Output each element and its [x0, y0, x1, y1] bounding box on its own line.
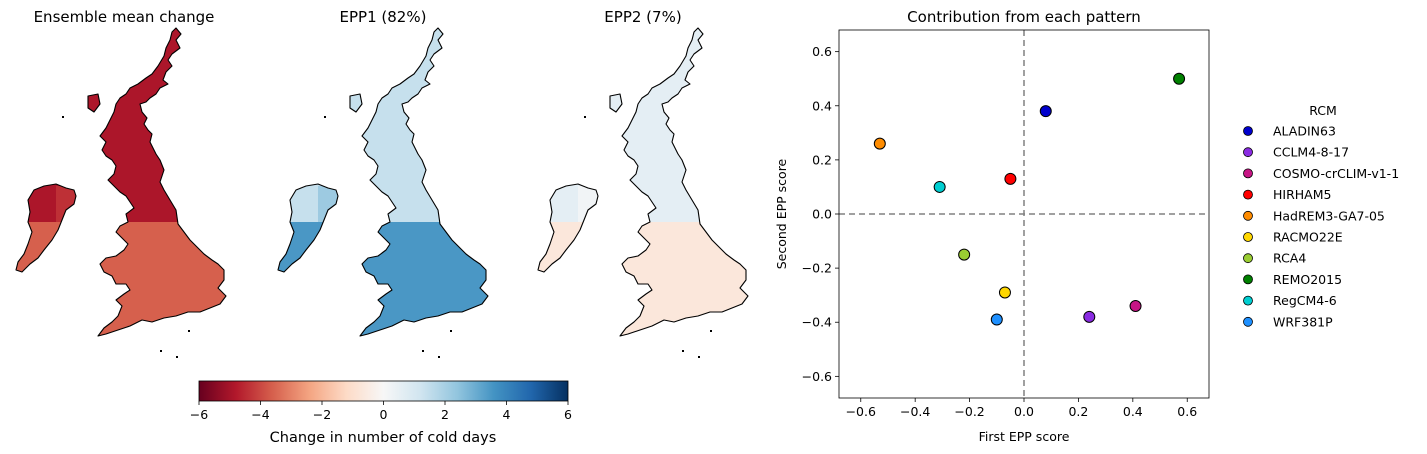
- y-tick-label: −0.2: [802, 261, 832, 276]
- scatter-point-aladin63: [1039, 105, 1052, 118]
- map-panel: [15, 27, 227, 358]
- x-tick-label: −0.2: [954, 404, 984, 419]
- legend-entry: RACMO22E: [1273, 230, 1343, 245]
- colorbar-tick-label: 0: [380, 407, 388, 422]
- legend-marker: [1243, 126, 1253, 136]
- legend-entry: COSMO-crCLIM-v1-1: [1273, 166, 1399, 181]
- legend-marker: [1243, 168, 1253, 179]
- x-tick-label: 0.6: [1177, 404, 1197, 419]
- legend-marker: [1243, 232, 1253, 242]
- island-mark: [324, 116, 326, 118]
- colorbar-tick-label: −2: [313, 407, 331, 422]
- x-axis-label: First EPP score: [979, 429, 1070, 444]
- y-tick-label: −0.4: [802, 315, 832, 330]
- island-mark: [160, 350, 162, 352]
- legend-marker: [1243, 253, 1253, 264]
- colorbar-label: Change in number of cold days: [270, 430, 497, 446]
- map-title: Ensemble mean change: [34, 8, 215, 26]
- scatter-point-hadrem3-ga7-05: [873, 137, 886, 150]
- scatter-point-cclm4-8-17: [1083, 310, 1096, 323]
- island-mark: [188, 330, 190, 332]
- legend-entry: HadREM3-GA7-05: [1273, 208, 1385, 223]
- legend-entry: WRF381P: [1273, 314, 1333, 329]
- zero-lines: [839, 30, 1209, 398]
- colorbar-tick-label: −6: [190, 407, 208, 422]
- legend-entry: RegCM4-6: [1273, 293, 1337, 308]
- scatter-point-regcm4-6: [933, 180, 946, 193]
- legend-marker: [1243, 147, 1253, 158]
- scatter-chart: Contribution from each pattern −0.6 −0.4−…: [774, 8, 1210, 444]
- colorbar-ticks: −6 −4 −2 0 2 4 6: [190, 401, 572, 422]
- island-mark: [438, 356, 440, 358]
- legend-marker: [1243, 274, 1253, 285]
- map-panel: [537, 27, 749, 358]
- legend-marker: [1243, 210, 1253, 221]
- legend-marker: [1243, 316, 1253, 327]
- scatter-point-wrf381p: [990, 313, 1003, 326]
- island-mark: [682, 350, 684, 352]
- scatter-point-remo2015: [1173, 72, 1186, 85]
- colorbar-tick-label: 2: [441, 407, 449, 422]
- legend-marker: [1243, 189, 1253, 200]
- y-tick-label: −0.6: [802, 369, 832, 384]
- map-panels: Ensemble mean change EPP1 (82%) EPP2 (7%): [15, 8, 749, 358]
- colorbar-ramp: [198, 380, 569, 402]
- legend-entry: REMO2015: [1273, 272, 1342, 287]
- y-tick-label: 0.2: [812, 152, 832, 167]
- legend: RCM ALADIN63 CCLM4-8-17 COSMO-crCLIM-v1-1 H…: [1243, 103, 1399, 329]
- island-mark: [176, 356, 178, 358]
- y-tick-label: 0.6: [812, 44, 832, 59]
- scatter-point-rca4: [958, 248, 971, 261]
- y-axis-label: Second EPP score: [774, 158, 789, 269]
- island-mark: [584, 116, 586, 118]
- island-mark: [698, 356, 700, 358]
- island-mark: [710, 330, 712, 332]
- scatter-point-racmo22e: [998, 286, 1011, 299]
- island-mark: [450, 330, 452, 332]
- scatter-point-cosmo-crclim-v1-1: [1129, 300, 1142, 312]
- colorbar-tick-label: 4: [503, 407, 511, 422]
- map-title: EPP1 (82%): [340, 8, 427, 26]
- island-mark: [62, 116, 64, 118]
- x-axis-ticks: −0.6 −0.4 −0.2 0.0 0.2 0.4 0.6: [846, 398, 1197, 419]
- map-panel: [277, 27, 489, 358]
- x-tick-label: 0.4: [1123, 404, 1143, 419]
- legend-title: RCM: [1309, 103, 1337, 118]
- island-mark: [422, 350, 424, 352]
- x-tick-label: −0.6: [846, 404, 876, 419]
- map-title: EPP2 (7%): [604, 8, 681, 26]
- legend-entry: RCA4: [1273, 251, 1306, 266]
- legend-entry: CCLM4-8-17: [1273, 145, 1349, 160]
- scatter-title: Contribution from each pattern: [907, 8, 1141, 26]
- colorbar-tick-label: 6: [564, 407, 572, 422]
- colorbar: −6 −4 −2 0 2 4 6 Change in number of cold days: [190, 380, 572, 446]
- y-tick-label: 0.4: [812, 98, 832, 113]
- scatter-point-hirham5: [1004, 172, 1017, 185]
- x-tick-label: 0.2: [1068, 404, 1088, 419]
- x-tick-label: −0.4: [900, 404, 930, 419]
- y-tick-label: 0.0: [812, 207, 832, 222]
- legend-entry: HIRHAM5: [1273, 187, 1331, 202]
- legend-marker: [1243, 295, 1253, 306]
- scatter-points: [873, 72, 1186, 326]
- legend-entry: ALADIN63: [1273, 124, 1336, 139]
- colorbar-tick-label: −4: [251, 407, 269, 422]
- x-tick-label: 0.0: [1014, 404, 1034, 419]
- y-axis-ticks: 0.6 0.4 0.2 0.0 −0.2 −0.4 −0.6: [802, 44, 839, 384]
